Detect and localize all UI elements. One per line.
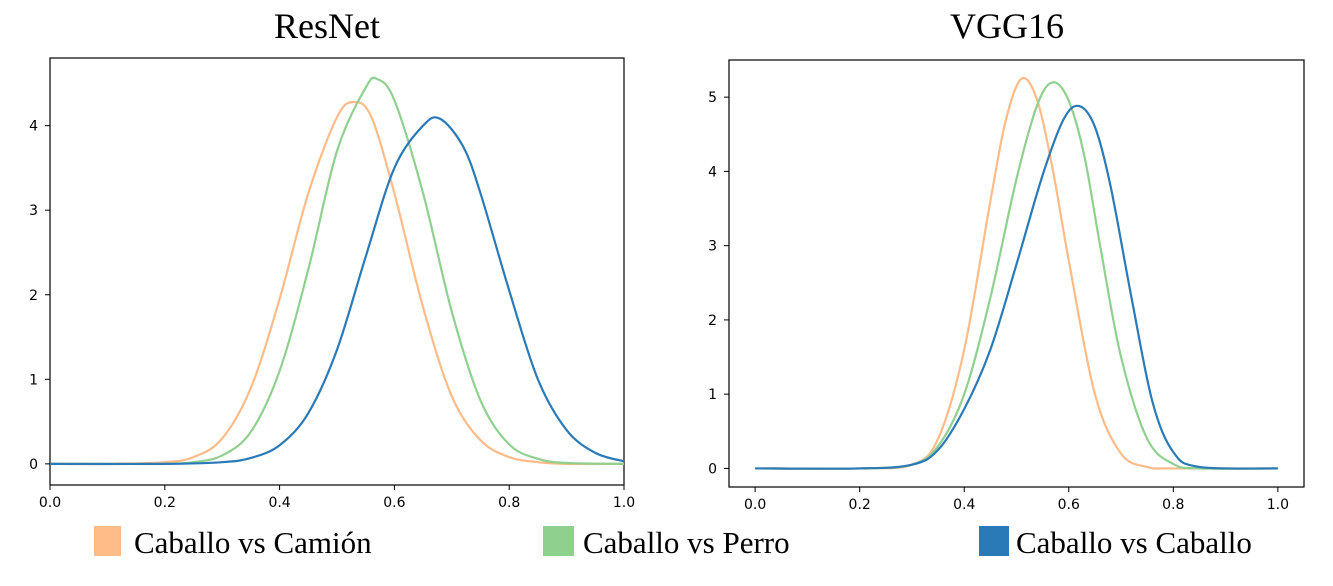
y-tick-label: 1 [708,387,717,403]
y-tick-label: 1 [29,372,38,388]
y-tick-label: 2 [708,313,717,329]
legend-item-caballo-vs-caballo: Caballo vs Caballo [979,525,1252,560]
plot-frame [728,59,1305,488]
x-tick-label: 0.6 [383,495,405,511]
plot-frame [49,57,625,486]
plot-area: 0.0 0.2 0.4 0.6 0.8 1.0 0 1 2 3 4 [29,76,635,511]
series-line-caballo-vs-perro [49,76,625,466]
x-tick-label: 0.0 [744,497,766,513]
legend-label: Caballo vs Caballo [1016,525,1252,560]
chart-vgg16: VGG16 0.0 0.2 0.4 0.6 0.8 1.0 0 1 2 3 4 5 [708,6,1305,513]
y-tick-label: 5 [708,90,717,106]
legend-label: Caballo vs Perro [583,525,790,560]
chart-title: ResNet [274,6,380,46]
legend: Caballo vs Camión Caballo vs Perro Cabal… [94,525,1252,560]
legend-item-caballo-vs-perro: Caballo vs Perro [543,525,790,560]
y-tick-label: 3 [29,203,38,219]
x-tick-label: 0.6 [1058,497,1080,513]
legend-swatch [979,526,1009,556]
x-tick-label: 0.4 [953,497,975,513]
y-tick-label: 3 [708,239,717,255]
series-line-caballo-vs-cami-n [755,76,1278,470]
y-tick-label: 0 [708,461,717,477]
y-tick-label: 0 [29,457,38,473]
series-line-caballo-vs-cami-n [49,100,625,466]
legend-swatch [94,526,121,556]
legend-swatch [543,526,574,556]
x-tick-label: 1.0 [1267,497,1289,513]
legend-item-caballo-vs-camion: Caballo vs Camión [94,525,372,560]
x-tick-label: 0.8 [1162,497,1184,513]
x-tick-label: 0.4 [268,495,290,511]
y-tick-label: 4 [29,119,38,135]
y-tick-label: 2 [29,288,38,304]
series-line-caballo-vs-caballo [755,104,1278,470]
x-tick-label: 0.2 [154,495,176,511]
chart-title: VGG16 [950,6,1064,46]
series-line-caballo-vs-perro [755,81,1278,470]
legend-label: Caballo vs Camión [134,525,372,560]
x-tick-label: 1.0 [613,495,635,511]
x-tick-label: 0.0 [39,495,61,511]
x-tick-label: 0.2 [849,497,871,513]
y-tick-label: 4 [708,164,717,180]
x-tick-label: 0.8 [498,495,520,511]
chart-resnet: ResNet 0.0 0.2 0.4 0.6 0.8 1.0 0 1 2 3 4 [29,6,635,511]
series-line-caballo-vs-caballo [49,116,625,466]
plot-area: 0.0 0.2 0.4 0.6 0.8 1.0 0 1 2 3 4 5 [708,76,1289,513]
